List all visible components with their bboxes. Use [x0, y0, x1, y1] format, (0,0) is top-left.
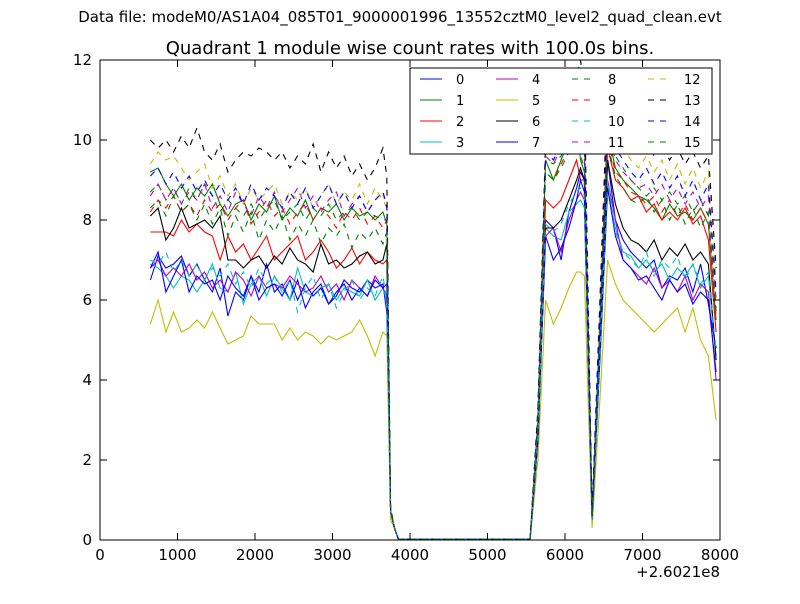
x-tick-label: 8000	[701, 546, 739, 564]
legend-label: 4	[532, 73, 540, 88]
x-tick-label: 5000	[468, 546, 506, 564]
legend-label: 13	[684, 94, 701, 109]
y-tick-label: 4	[82, 371, 92, 389]
chart-title: Quadrant 1 module wise count rates with …	[166, 38, 655, 59]
x-tick-label: 2000	[236, 546, 274, 564]
legend-label: 15	[684, 136, 701, 151]
series-line-8	[150, 109, 717, 540]
series-line-11	[149, 114, 717, 540]
legend-label: 9	[608, 94, 616, 109]
series-line-10	[150, 179, 717, 540]
y-tick-label: 0	[82, 531, 92, 549]
series-line-14	[150, 110, 717, 540]
y-tick-label: 12	[73, 51, 92, 69]
legend-label: 14	[684, 115, 701, 130]
series-line-1	[150, 119, 717, 540]
legend-box	[409, 67, 713, 155]
series-line-4	[150, 179, 717, 540]
series-line-13	[150, 60, 717, 540]
legend-label: 1	[456, 94, 464, 109]
legend-label: 0	[456, 73, 464, 88]
y-tick-label: 8	[82, 211, 92, 229]
data-file-title: Data file: modeM0/AS1A04_085T01_90000019…	[78, 8, 722, 26]
legend-label: 6	[532, 115, 540, 130]
series-line-6	[150, 159, 717, 540]
legend-label: 7	[532, 136, 540, 151]
series-line-2	[150, 147, 717, 540]
series-line-0	[149, 159, 717, 540]
legend-label: 3	[456, 136, 464, 151]
x-tick-label: 7000	[623, 546, 661, 564]
series-line-9	[149, 126, 717, 540]
y-tick-label: 10	[73, 131, 92, 149]
legend-label: 10	[608, 115, 625, 130]
x-tick-label: 0	[95, 546, 105, 564]
ticks-layer: 0 1000 2000 3000 4000 5000 6000 7000 80000246810…	[73, 51, 739, 564]
y-tick-label: 2	[82, 451, 92, 469]
series-line-7	[149, 177, 717, 540]
series-line-12	[149, 99, 717, 540]
x-tick-label: 1000	[158, 546, 196, 564]
legend-label: 5	[532, 94, 540, 109]
y-tick-label: 6	[82, 291, 92, 309]
legend-label: 11	[608, 136, 625, 151]
x-tick-label: 4000	[391, 546, 429, 564]
x-tick-label: 6000	[546, 546, 584, 564]
series-line-5	[149, 259, 717, 540]
x-offset-label: +2.6021e8	[636, 563, 720, 581]
legend-label: 2	[456, 115, 464, 130]
legend-label: 12	[684, 73, 701, 88]
series-line-15	[150, 138, 717, 540]
legend-label: 8	[608, 73, 616, 88]
x-tick-label: 3000	[313, 546, 351, 564]
